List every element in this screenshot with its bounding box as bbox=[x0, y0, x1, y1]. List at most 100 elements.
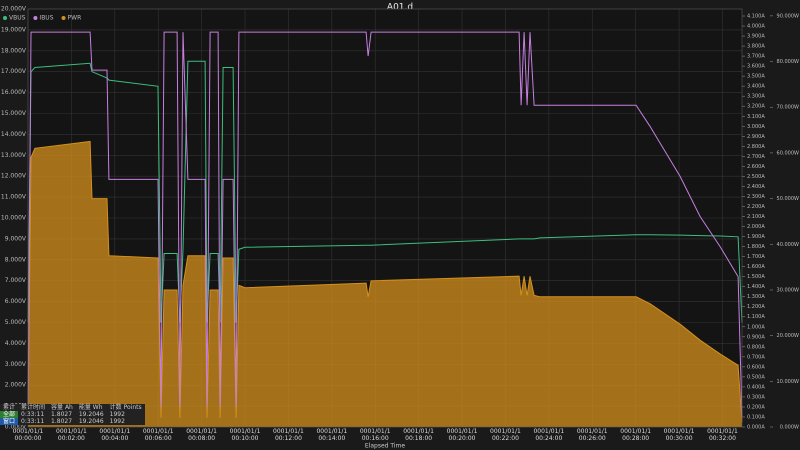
x-tick-label: 0001/01/1 00:28:00 bbox=[620, 428, 652, 442]
area bbox=[28, 141, 742, 427]
legend-marker bbox=[3, 16, 7, 20]
x-tick-label: 0001/01/1 00:32:00 bbox=[707, 428, 738, 442]
x-tick-label: 0001/01/1 00:20:00 bbox=[446, 428, 478, 442]
y2-tick-label: 1.400A bbox=[747, 284, 765, 290]
table-cell: 1992 bbox=[109, 418, 125, 425]
y3-tick-label: 80.000W bbox=[777, 59, 799, 65]
y2-tick-label: 0.100A bbox=[747, 414, 765, 420]
y2-tick-label: 1.000A bbox=[747, 324, 765, 330]
x-axis-label: Elapsed Time bbox=[365, 443, 405, 450]
y2-tick-label: 1.900A bbox=[747, 234, 765, 240]
y-tick-label: 13.000V bbox=[1, 152, 27, 159]
y2-tick-label: 3.600A bbox=[747, 64, 765, 70]
y-tick-label: 4.000V bbox=[5, 340, 27, 347]
y-tick-label: 18.000V bbox=[1, 47, 27, 54]
y2-tick-label: 1.300A bbox=[747, 294, 765, 300]
y2-tick-label: 4.000A bbox=[747, 24, 765, 30]
x-tick-label: 0001/01/1 00:26:00 bbox=[576, 428, 608, 442]
y2-tick-label: 3.900A bbox=[747, 34, 765, 40]
x-tick-label: 0001/01/1 00:30:00 bbox=[663, 428, 695, 442]
x-tick-label: 0001/01/1 00:06:00 bbox=[142, 428, 174, 442]
y-tick-label: 12.000V bbox=[1, 173, 27, 180]
table-cell: 1992 bbox=[109, 411, 125, 418]
y2-tick-label: 2.000A bbox=[747, 224, 765, 230]
y2-tick-label: 0.200A bbox=[747, 404, 765, 410]
y2-tick-label: 1.200A bbox=[747, 304, 765, 310]
y3-tick-label: 30.000W bbox=[777, 287, 799, 293]
x-tick-label: 0001/01/1 00:24:00 bbox=[533, 428, 565, 442]
y2-tick-label: 4.100A bbox=[747, 14, 765, 20]
plot-border bbox=[27, 8, 743, 428]
legend-marker bbox=[61, 16, 66, 20]
legend-label: IBUS bbox=[39, 15, 53, 22]
y2-tick-label: 3.700A bbox=[747, 54, 765, 60]
y2-tick-label: 2.400A bbox=[747, 184, 765, 190]
y2-tick-label: 0.900A bbox=[747, 334, 765, 340]
y2-tick-label: 3.100A bbox=[747, 114, 765, 120]
y-tick-label: 10.000V bbox=[1, 215, 27, 222]
y2-tick-label: 3.400A bbox=[747, 84, 765, 90]
chart-title: A01.d bbox=[387, 3, 413, 13]
y3-tick-label: 90.000W bbox=[777, 13, 799, 19]
y3-tick-label: 20.000W bbox=[777, 333, 799, 339]
header-cell: 容量 Ah bbox=[51, 404, 73, 411]
y2-tick-label: 1.100A bbox=[747, 314, 765, 320]
header-cell: 累计 bbox=[3, 404, 16, 411]
stats-table: 累计 累计时间 容量 Ah 能量 Wh 计数 Points 全部 0:33:11 1.8027… bbox=[0, 404, 145, 425]
y2-tick-label: 1.700A bbox=[747, 254, 765, 260]
y2-tick-label: 2.500A bbox=[747, 174, 765, 180]
header-cell: 计数 Points bbox=[109, 404, 142, 411]
y2-tick-label: 1.600A bbox=[747, 264, 765, 270]
y3-tick-label: 70.000W bbox=[777, 105, 799, 111]
x-tick-label: 0001/01/1 00:22:00 bbox=[490, 428, 521, 442]
y3-tick-label: 0.000W bbox=[780, 425, 799, 431]
table-cell: 19.2046 bbox=[78, 411, 104, 418]
y2-tick-label: 2.800A bbox=[747, 144, 765, 150]
y2-tick-label: 3.200A bbox=[747, 104, 765, 110]
table-cell: 窗口 bbox=[0, 418, 19, 425]
y-tick-label: 5.000V bbox=[5, 319, 27, 326]
y2-tick-label: 2.600A bbox=[747, 164, 765, 170]
header-cell: 累计时间 bbox=[21, 404, 46, 411]
x-tick-label: 0001/01/1 00:00:00 bbox=[12, 428, 44, 442]
table-row: 全部 0:33:11 1.8027 19.2046 1992 bbox=[0, 411, 145, 418]
y2-tick-label: 0.700A bbox=[747, 354, 765, 360]
y-tick-label: 14.000V bbox=[1, 131, 27, 138]
y-tick-label: 6.000V bbox=[5, 298, 27, 305]
y3-tick-label: 40.000W bbox=[777, 242, 799, 248]
x-tick-label: 0001/01/1 00:14:00 bbox=[316, 428, 348, 442]
x-tick-label: 0001/01/1 00:08:00 bbox=[186, 428, 217, 442]
y2-tick-label: 0.000A bbox=[747, 425, 765, 431]
x-tick-label: 0001/01/1 00:18:00 bbox=[403, 428, 434, 442]
y-tick-label: 17.000V bbox=[1, 68, 27, 75]
y-tick-label: 9.000V bbox=[5, 235, 27, 242]
y3-tick-label: 50.000W bbox=[777, 196, 799, 202]
y2-tick-label: 3.800A bbox=[747, 44, 765, 50]
y-tick-label: 20.000V bbox=[1, 6, 27, 13]
y2-tick-label: 1.500A bbox=[747, 274, 765, 280]
y2-tick-label: 1.800A bbox=[747, 244, 765, 250]
header-cell: 能量 Wh bbox=[78, 404, 103, 411]
y2-tick-label: 0.300A bbox=[747, 394, 765, 400]
y-tick-label: 8.000V bbox=[5, 256, 27, 263]
y-tick-label: 3.000V bbox=[5, 361, 27, 368]
y2-tick-label: 2.200A bbox=[747, 204, 765, 210]
x-tick-label: 0001/01/1 00:04:00 bbox=[99, 428, 131, 442]
y2-tick-label: 3.500A bbox=[747, 74, 765, 80]
y2-tick-label: 0.800A bbox=[747, 344, 765, 350]
line bbox=[27, 60, 743, 323]
x-tick-label: 0001/01/1 00:16:00 bbox=[359, 428, 391, 442]
y-tick-label: 16.000V bbox=[1, 89, 27, 96]
y2-tick-label: 0.600A bbox=[747, 364, 765, 370]
y-tick-label: 2.000V bbox=[5, 382, 27, 389]
x-tick-label: 0001/01/1 00:02:00 bbox=[56, 428, 87, 442]
legend-label: PWR bbox=[68, 15, 82, 22]
y-tick-label: 7.000V bbox=[5, 277, 27, 284]
y2-tick-label: 3.000A bbox=[747, 124, 765, 130]
x-tick-label: 0001/01/1 00:10:00 bbox=[229, 428, 261, 442]
table-header: 累计 累计时间 容量 Ah 能量 Wh 计数 Points bbox=[0, 404, 145, 411]
table-cell: 1.8027 bbox=[51, 411, 73, 418]
table-row: 窗口 0:33:11 1.8027 19.2046 1992 bbox=[0, 418, 145, 425]
